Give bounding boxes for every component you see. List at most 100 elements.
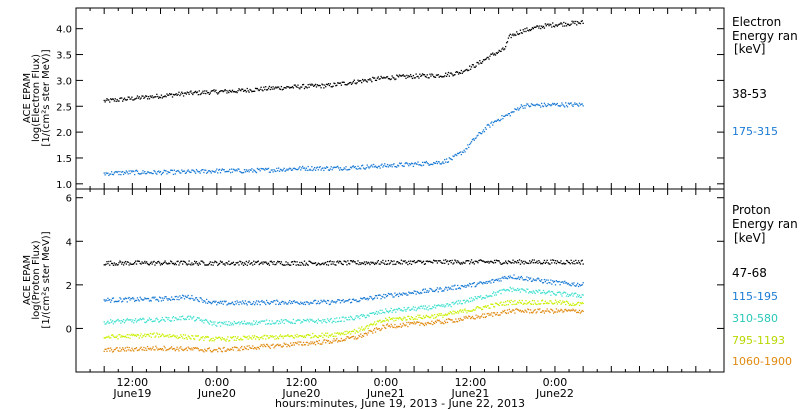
data-point — [129, 319, 131, 321]
data-point — [300, 301, 302, 303]
data-point — [159, 297, 162, 299]
data-point — [570, 102, 572, 104]
data-point — [291, 261, 294, 263]
data-point — [482, 306, 485, 308]
data-point — [103, 172, 105, 174]
data-point — [559, 310, 561, 312]
data-point — [331, 333, 333, 335]
data-point — [306, 318, 308, 320]
data-point — [561, 23, 563, 25]
data-point — [143, 298, 145, 301]
data-point — [465, 310, 467, 312]
data-point — [156, 317, 158, 319]
data-point — [507, 289, 510, 291]
data-point — [535, 303, 537, 305]
data-point — [146, 345, 149, 348]
data-point — [373, 262, 375, 264]
data-point — [151, 172, 153, 175]
data-point — [136, 334, 139, 336]
data-point — [271, 261, 273, 264]
data-point — [125, 350, 128, 352]
data-point — [237, 322, 239, 324]
data-point — [289, 335, 291, 338]
data-point — [200, 349, 202, 351]
data-point — [161, 297, 164, 299]
data-point — [226, 92, 228, 94]
data-point — [457, 71, 459, 73]
data-point — [515, 289, 517, 291]
data-point — [427, 162, 429, 165]
data-point — [104, 348, 106, 350]
data-point — [399, 163, 402, 165]
data-point — [199, 319, 201, 321]
data-point — [558, 301, 560, 304]
data-point — [532, 303, 534, 305]
data-point — [421, 305, 423, 307]
data-point — [136, 320, 139, 322]
data-point — [361, 326, 363, 328]
data-point — [329, 303, 331, 305]
data-point — [412, 322, 415, 325]
data-point — [320, 263, 322, 266]
data-point — [107, 320, 109, 322]
data-point — [206, 171, 209, 173]
data-point — [505, 312, 508, 315]
data-point — [234, 301, 236, 303]
data-point — [568, 309, 570, 311]
data-point — [410, 263, 413, 266]
data-point — [188, 93, 190, 95]
data-point — [547, 262, 549, 264]
data-point — [416, 290, 418, 293]
data-point — [389, 78, 391, 81]
data-point — [432, 315, 434, 317]
data-point — [475, 137, 477, 139]
data-point — [498, 304, 500, 307]
data-point — [415, 261, 417, 264]
data-point — [411, 162, 414, 165]
data-point — [110, 337, 112, 339]
data-point — [325, 342, 327, 344]
data-point — [368, 330, 370, 332]
data-point — [227, 170, 229, 173]
data-point — [562, 300, 564, 302]
data-point — [194, 320, 196, 322]
data-point — [454, 321, 456, 323]
data-point — [469, 263, 471, 265]
data-point — [552, 102, 554, 105]
data-point — [359, 261, 361, 264]
data-point — [529, 105, 532, 107]
data-point — [559, 105, 561, 108]
data-point — [112, 335, 115, 337]
data-point — [233, 169, 235, 171]
data-point — [209, 339, 212, 341]
data-point — [537, 25, 539, 27]
data-point — [531, 259, 534, 261]
data-point — [314, 299, 317, 302]
data-point — [501, 277, 503, 279]
data-point — [177, 337, 179, 340]
data-point — [581, 20, 583, 22]
data-point — [487, 305, 489, 307]
data-point — [141, 261, 143, 263]
data-point — [296, 342, 298, 345]
data-point — [537, 300, 539, 302]
data-point — [423, 324, 426, 327]
data-point — [366, 314, 368, 316]
data-point — [520, 104, 522, 106]
data-point — [211, 302, 213, 304]
data-point — [192, 349, 194, 351]
data-point — [279, 322, 282, 324]
data-point — [335, 85, 337, 87]
data-point — [175, 263, 177, 266]
data-point — [419, 307, 421, 310]
data-point — [187, 263, 189, 265]
data-point — [391, 260, 393, 263]
x-tick-label-time: 0:00 — [205, 376, 230, 389]
data-point — [481, 260, 484, 262]
data-point — [235, 346, 237, 349]
data-point — [291, 86, 294, 88]
data-point — [218, 336, 220, 338]
data-point — [119, 320, 121, 322]
data-point — [407, 163, 409, 165]
data-point — [176, 298, 178, 301]
